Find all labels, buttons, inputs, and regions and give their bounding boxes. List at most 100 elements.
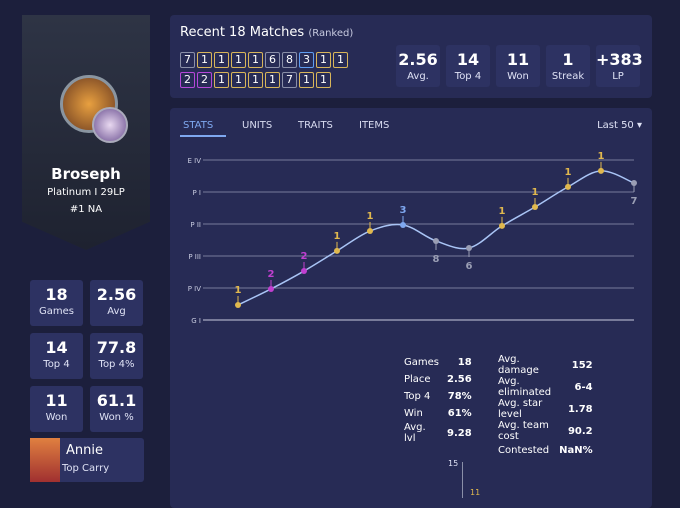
stat-value: 78% [447,391,472,402]
stats-row: Games 18 [400,354,476,371]
filter[interactable]: Last 50 ▾ [597,120,642,131]
placement: 1 [248,72,263,88]
stat-value: 6-4 [574,381,593,393]
placement: 8 [282,52,297,68]
stats-column: Games 18 Place 2.56 Top 4 78% Win 61% Avg. lvl 9.… [400,354,476,444]
stat-value: 77.8 [96,338,137,357]
stat-value: 18 [45,285,68,304]
tab[interactable]: UNITS [242,120,273,131]
recent-title: Recent 18 Matches (Ranked) [180,25,353,40]
tab[interactable]: ITEMS [359,120,390,131]
stats-row: Place 2.56 [400,371,476,388]
stat-box: 18 Games [30,280,83,326]
placement-label: 1 [367,211,374,222]
stats-row: Avg. team cost 90.2 [494,420,597,442]
stat-label: Top 4% [98,359,135,370]
stat-label: Avg [107,306,126,317]
stat-label: Avg. star level [498,398,543,420]
placement-label: 6 [466,261,473,272]
point [532,204,538,211]
point [301,268,307,275]
stat-value: 152 [571,359,593,371]
placement-label: 1 [334,231,341,242]
summary-label: Streak [551,71,585,82]
summary-label: Avg. [407,71,429,82]
stat-label: Top 4 [43,359,70,370]
placement: 1 [333,52,348,68]
tab[interactable]: TRAITS [298,120,333,131]
stat-value: 61.1 [96,391,137,410]
placement-label: 1 [598,151,605,162]
stat-label: Top 4 [404,391,431,402]
stat-label: Avg. team cost [498,420,549,442]
stats-row: Avg. damage 152 [494,354,597,376]
placement-label: 1 [235,285,242,296]
placement: 1 [231,52,246,68]
stat-label: Avg. eliminated [498,376,552,398]
placement: 2 [197,72,212,88]
point [565,183,571,190]
subtitle: (Ranked) [308,28,354,39]
mini-tick: 15 [448,459,459,468]
point [598,167,604,174]
point [433,237,439,244]
stats-row: Top 4 78% [400,388,476,405]
stat-label: Games [39,306,74,317]
stat-value: 14 [45,338,68,357]
tab-underline [180,135,226,137]
placement-label: 1 [532,187,539,198]
summary-box: 1 Streak [546,45,590,87]
summary-value: 11 [506,50,530,69]
stat-label: Contested [498,445,550,456]
stat-value: 18 [457,357,472,368]
chart-panel: Last 50 ▾ [170,108,652,508]
y-tick-label: P III [188,253,201,261]
chart: G I P IV P III P II P I E IV 1 2 2 1 1 3 8 6 1 1 1 1 7 [187,151,638,325]
mini-axis [462,462,463,498]
point [400,221,406,228]
stat-box: 2.56 Avg [90,280,143,326]
filter-label: Last 50 [597,120,634,131]
tab[interactable]: STATS [183,120,214,131]
summary-value: 14 [456,50,480,69]
point [499,222,505,229]
profile-banner: Broseph Platinum I 29LP #1 NA [22,15,150,250]
stat-label: Won % [99,412,134,423]
stat-box: 11 Won [30,386,83,432]
placement-label: 7 [631,196,638,207]
stat-value: NaN% [559,445,593,456]
stat-label: Won [45,412,68,423]
stat-value: 11 [45,391,68,410]
stat-box: 77.8 Top 4% [90,333,143,379]
stat-box: 14 Top 4 [30,333,83,379]
champion-name: Annie [66,443,103,458]
stats-row: Contested NaN% [494,442,597,459]
summary-box: 14 Top 4 [446,45,490,87]
placement: 1 [231,72,246,88]
summary-value: 1 [562,50,574,69]
placement: 7 [180,52,195,68]
point [235,301,241,308]
champion-label: Top Carry [62,463,110,474]
placement: 3 [299,52,314,68]
placement-label: 1 [499,206,506,217]
stat-label: Games [404,357,439,368]
placement: 1 [299,72,314,88]
y-tick-label: E IV [187,157,201,165]
summary-value: +383 [596,50,643,69]
placement: 7 [282,72,297,88]
line [237,170,635,306]
summary-box: 2.56 Avg. [396,45,440,87]
placement-label: 2 [268,269,275,280]
profile-rank: Platinum I 29LP [47,187,125,198]
placement: 1 [197,52,212,68]
title: Recent 18 Matches [180,25,305,40]
y-tick-label: P IV [188,285,202,293]
profile-name: Broseph [51,165,121,183]
stat-box: 61.1 Won % [90,386,143,432]
placement-label: 1 [565,167,572,178]
